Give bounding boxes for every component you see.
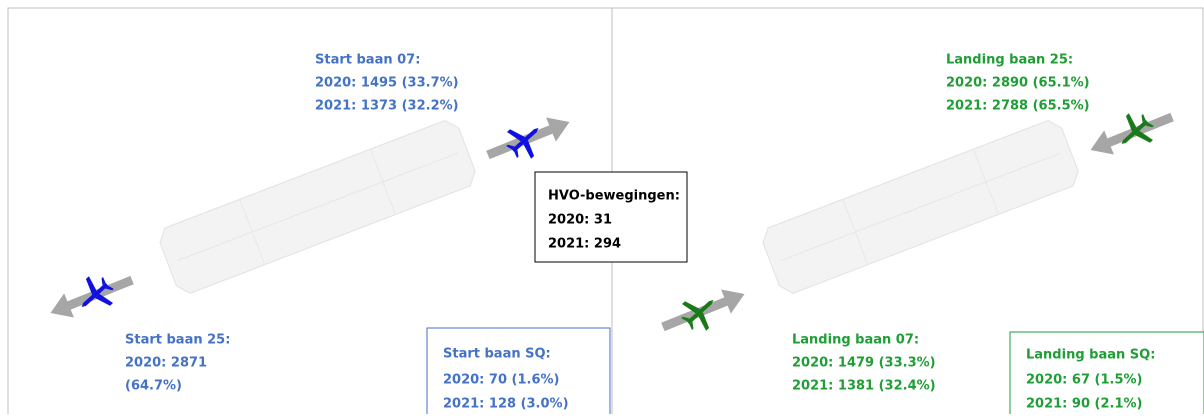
label-line: 2020: 2890 (65.1%) <box>946 76 1090 91</box>
label-title: Landing baan 25: <box>946 53 1073 68</box>
label-line: 2020: 70 (1.6%) <box>443 373 559 388</box>
frame <box>7 7 1204 418</box>
label-line: (64.7%) <box>125 379 182 394</box>
label-line: 2021: 294 <box>548 237 621 252</box>
label-line: 2020: 1495 (33.7%) <box>315 76 459 91</box>
label-line: 2020: 31 <box>548 213 612 228</box>
label-line: 2021: 90 (2.1%) <box>1026 397 1142 412</box>
landing-25 <box>1082 96 1181 172</box>
label-line: 2020: 1479 (33.3%) <box>792 356 936 371</box>
label-line: 2021: 2788 (65.5%) <box>946 99 1090 114</box>
label-title: Start baan 07: <box>315 53 420 68</box>
label-title: Landing baan 07: <box>792 333 919 348</box>
label-title: HVO-bewegingen: <box>548 189 680 204</box>
runway <box>758 116 1083 298</box>
label-line: 2021: 1381 (32.4%) <box>792 379 936 394</box>
departure-25 <box>42 259 141 335</box>
landing-07 <box>654 273 753 349</box>
departure-07 <box>479 101 578 177</box>
label-line: 2020: 67 (1.5%) <box>1026 373 1142 388</box>
label-line: 2021: 128 (3.0%) <box>443 397 569 412</box>
label-title: Landing baan SQ: <box>1026 348 1155 363</box>
runway <box>155 116 480 298</box>
label-line: 2020: 2871 <box>125 356 207 371</box>
label-title: Start baan 25: <box>125 333 230 348</box>
info-box <box>534 171 688 263</box>
label-line: 2021: 1373 (32.2%) <box>315 99 459 114</box>
info-box <box>426 327 611 418</box>
label-title: Start baan SQ: <box>443 347 551 362</box>
info-box <box>1009 331 1204 418</box>
